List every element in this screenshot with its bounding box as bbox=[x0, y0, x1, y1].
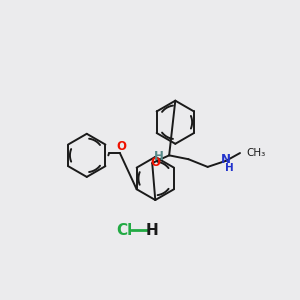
Text: Cl: Cl bbox=[116, 223, 133, 238]
Text: H: H bbox=[225, 163, 234, 173]
Text: H: H bbox=[146, 223, 159, 238]
Text: N: N bbox=[221, 154, 231, 166]
Text: CH₃: CH₃ bbox=[246, 148, 266, 158]
Text: H: H bbox=[154, 150, 164, 163]
Text: O: O bbox=[116, 140, 126, 153]
Text: O: O bbox=[150, 156, 160, 169]
